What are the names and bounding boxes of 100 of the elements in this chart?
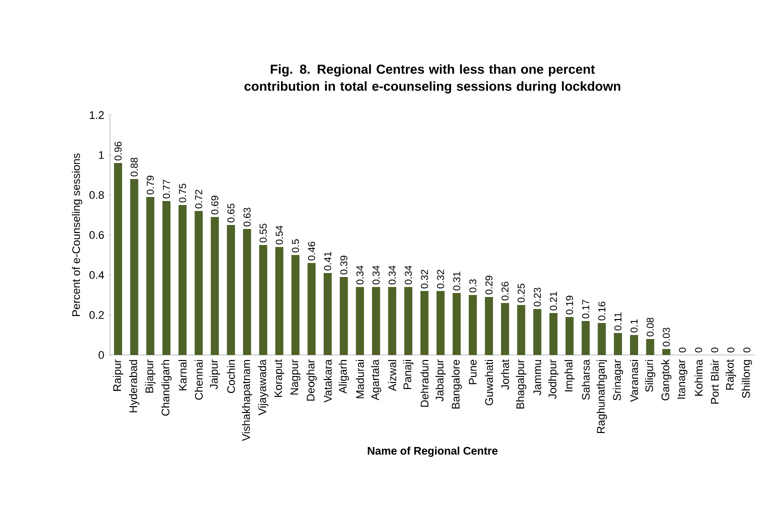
- bar: [549, 312, 558, 355]
- bar: [210, 216, 219, 355]
- x-tick-label: Siliguri: [645, 360, 656, 392]
- bar: [420, 290, 428, 355]
- x-tick-label: Jammu: [533, 360, 542, 396]
- bar: [582, 320, 590, 355]
- bar: [308, 262, 316, 355]
- data-label: 0.75: [179, 184, 186, 202]
- x-tick-label: Raghunathganj: [596, 360, 607, 434]
- bar: [259, 244, 268, 355]
- x-tick-label: Nagpur: [290, 360, 300, 394]
- bar: [291, 254, 300, 355]
- data-label: 0.08: [646, 318, 654, 336]
- x-tick-label: Hyderabad: [129, 360, 140, 412]
- chart-title: Fig. 8. Regional Centres with less than one percent contribution in total e-counseling sessions during lockdown: [244, 64, 620, 94]
- bar: [662, 348, 670, 355]
- bar: [436, 290, 445, 355]
- x-tick-label: Jaipur: [210, 360, 220, 390]
- x-tick-label: Bijapur: [145, 360, 156, 393]
- bar: [324, 272, 332, 355]
- bar: [646, 338, 654, 355]
- data-label: 0.19: [566, 296, 574, 314]
- bar: [533, 308, 542, 355]
- bar: [226, 224, 235, 355]
- x-tick-label: Jabalpur: [435, 360, 446, 402]
- data-label: 0.63: [244, 208, 251, 226]
- x-tick-label: Deoghar: [306, 360, 317, 401]
- bar: [243, 228, 252, 355]
- bar: [404, 286, 412, 355]
- bar: [452, 292, 461, 355]
- y-tick-label: 1.2: [90, 111, 104, 119]
- data-label: 0.21: [550, 292, 557, 310]
- x-axis-title: Name of Regional Centre: [368, 446, 498, 457]
- bar: [566, 316, 574, 355]
- y-tick-label: 0.8: [89, 191, 104, 199]
- x-tick-label: Guwahati: [484, 360, 493, 406]
- bar: [162, 200, 170, 355]
- data-label: 0.88: [130, 158, 138, 176]
- data-label: 0.69: [211, 196, 218, 214]
- data-label: 0.41: [324, 252, 332, 270]
- bar: [614, 332, 622, 355]
- data-label: 0.17: [582, 300, 590, 318]
- x-tick-label: Vishakhapatnam: [242, 360, 252, 442]
- data-label: 0.29: [485, 276, 492, 294]
- data-label: 0.39: [340, 256, 348, 274]
- data-label: 0.26: [502, 282, 509, 300]
- x-tick-label: Pune: [468, 360, 477, 384]
- data-label: 0.34: [388, 266, 396, 284]
- y-tick-label: 0: [98, 351, 104, 359]
- x-tick-label: Karnal: [178, 360, 187, 390]
- x-tick-label: Aizwal: [388, 360, 396, 392]
- x-tick-label: Madurai: [356, 360, 364, 398]
- x-tick-label: Shillong: [742, 360, 752, 398]
- bar: [114, 162, 122, 355]
- bar: [501, 302, 510, 355]
- bar: [598, 322, 606, 355]
- data-label: 0.03: [662, 328, 670, 346]
- bar: [468, 294, 477, 355]
- x-tick-label: Vatakara: [324, 359, 332, 402]
- x-tick-label: Itanagar: [678, 360, 688, 399]
- x-tick-label: Bangalore: [452, 360, 462, 409]
- bar: [178, 204, 187, 355]
- bar: [275, 246, 284, 355]
- x-tick-label: Cochin: [226, 360, 235, 393]
- x-tick-label: Chandigarh: [161, 360, 172, 416]
- data-label: 0: [678, 348, 686, 352]
- data-label: 0.34: [356, 266, 364, 284]
- data-label: 0.32: [420, 270, 428, 288]
- x-tick-label: Agartala: [370, 359, 382, 400]
- bar: [388, 286, 396, 355]
- data-label: 0.46: [308, 242, 316, 260]
- data-label: 0.1: [630, 319, 638, 332]
- y-tick-label: 0.2: [89, 311, 104, 319]
- data-label: 0.3: [469, 279, 476, 292]
- bar: [146, 196, 154, 355]
- x-tick-label: Koraput: [274, 359, 284, 397]
- data-label: 0.54: [276, 226, 283, 244]
- x-tick-label: Rajkot: [726, 359, 736, 390]
- x-tick-label: Bhagalpur: [516, 360, 526, 409]
- data-label: 0: [743, 348, 750, 352]
- bar: [372, 286, 380, 355]
- bar: [484, 296, 493, 355]
- x-tick-label: Imphal: [564, 360, 575, 392]
- x-tick-label: Saharsa: [582, 359, 590, 400]
- x-tick-label: Kohima: [694, 359, 703, 396]
- y-axis-title: Percent of e-Counseling sessions: [72, 153, 82, 316]
- data-label: 0.34: [372, 266, 380, 284]
- data-label: 0.25: [518, 284, 525, 302]
- data-label: 0.32: [437, 270, 444, 288]
- x-tick-label: Gangtok: [661, 359, 672, 400]
- x-tick-label: Port Blair: [710, 360, 719, 404]
- x-tick-label: Aligarh: [338, 360, 349, 394]
- bar: [340, 276, 348, 355]
- data-label: 0.11: [614, 312, 622, 330]
- y-tick-label: 0.6: [89, 231, 104, 239]
- data-label: 0: [711, 348, 718, 352]
- data-label: 0: [695, 348, 702, 352]
- data-label: 0.55: [260, 224, 267, 242]
- x-tick-label: Varanasi: [630, 360, 638, 402]
- data-label: 0.96: [114, 142, 122, 160]
